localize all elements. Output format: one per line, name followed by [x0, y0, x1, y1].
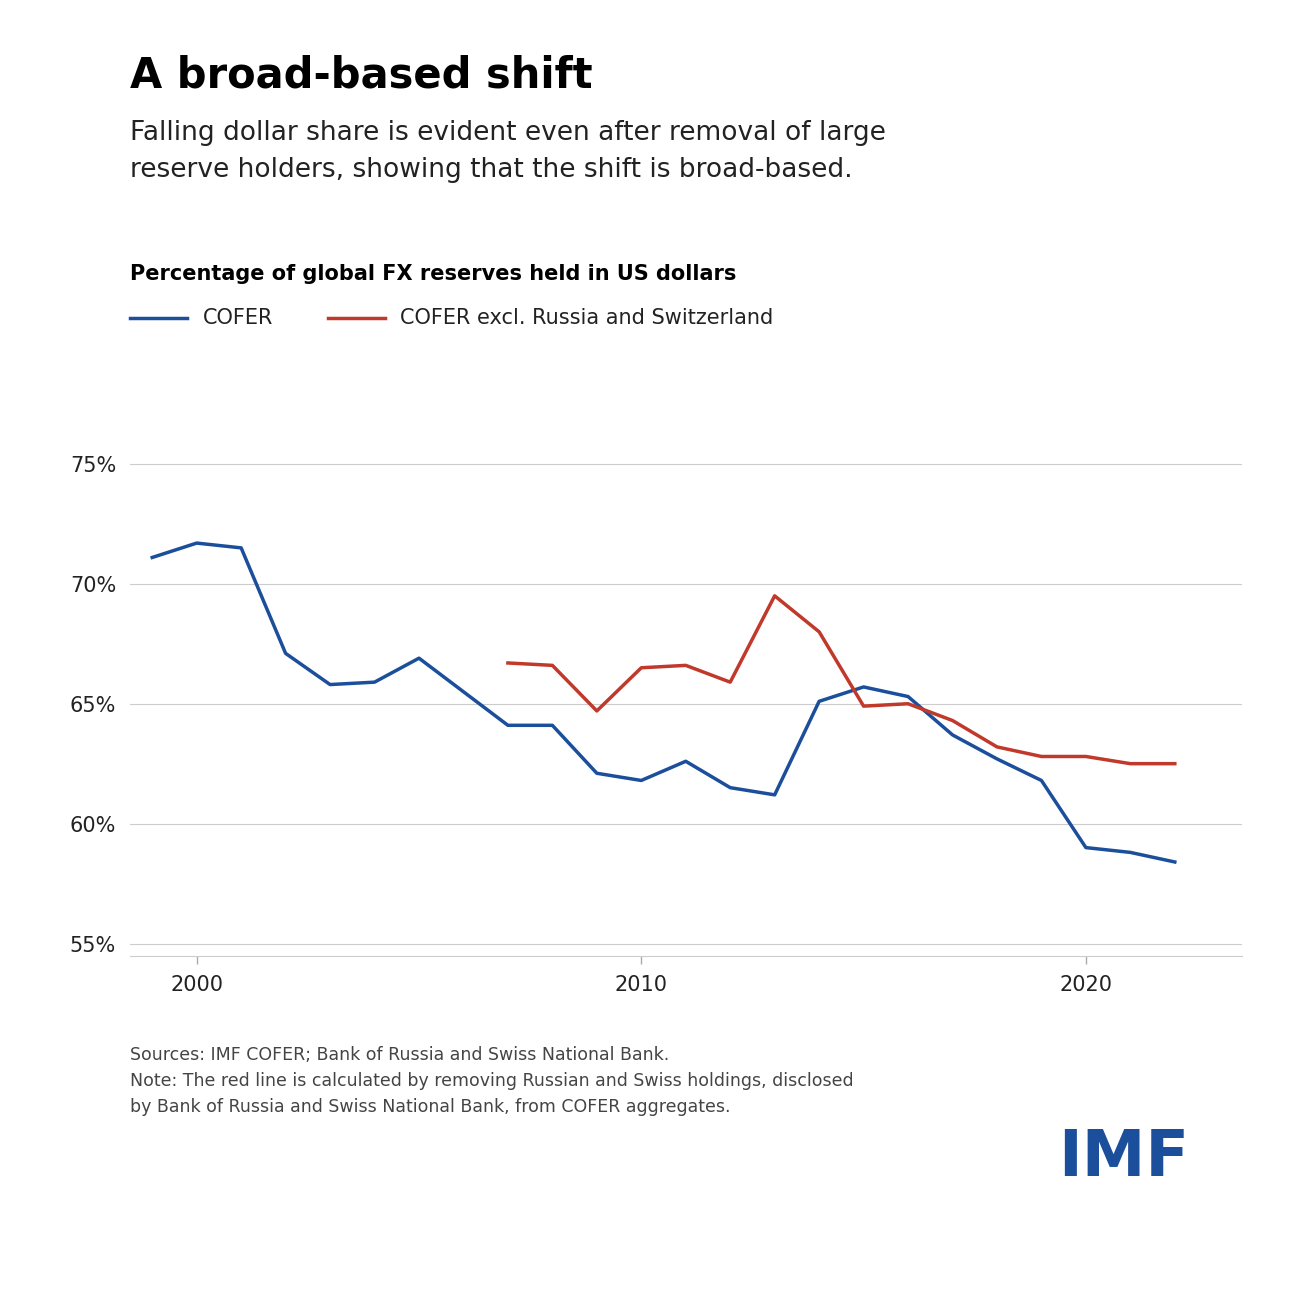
Text: Sources: IMF COFER; Bank of Russia and Swiss National Bank.
Note: The red line i: Sources: IMF COFER; Bank of Russia and S… — [130, 1046, 854, 1115]
Text: Falling dollar share is evident even after removal of large
reserve holders, sho: Falling dollar share is evident even aft… — [130, 120, 885, 182]
Text: A broad-based shift: A broad-based shift — [130, 55, 593, 96]
Text: IMF: IMF — [1058, 1127, 1190, 1190]
Text: COFER excl. Russia and Switzerland: COFER excl. Russia and Switzerland — [400, 308, 774, 328]
Text: COFER: COFER — [203, 308, 273, 328]
Text: Percentage of global FX reserves held in US dollars: Percentage of global FX reserves held in… — [130, 264, 736, 283]
